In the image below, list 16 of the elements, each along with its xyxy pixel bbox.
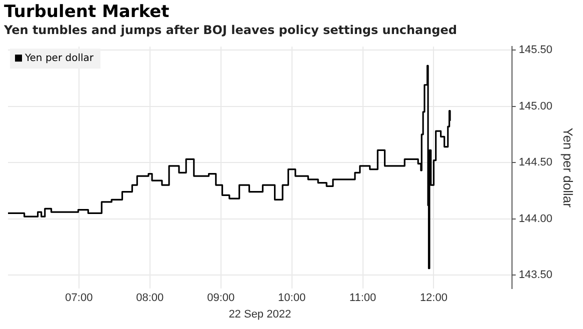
- chart-subtitle: Yen tumbles and jumps after BOJ leaves policy settings unchanged: [4, 23, 458, 37]
- y-tick-label: 143.50: [518, 269, 552, 282]
- chart-title: Turbulent Market: [4, 2, 170, 22]
- y-axis-title: Yen per dollar: [560, 128, 576, 208]
- x-tick-label: 07:00: [65, 292, 93, 304]
- x-tick-label: 09:00: [207, 292, 235, 304]
- x-tick-label: 12:00: [420, 292, 448, 304]
- x-tick-label: 10:00: [278, 292, 306, 304]
- y-tick-label: 144.50: [518, 156, 552, 169]
- legend-label: Yen per dollar: [24, 53, 94, 64]
- x-tick-label: 08:00: [136, 292, 164, 304]
- y-tick-label: 145.50: [518, 44, 552, 56]
- x-axis-title: 22 Sep 2022: [228, 308, 292, 320]
- y-tick-label: 144.00: [518, 212, 552, 225]
- x-tick-label: 11:00: [349, 292, 376, 304]
- y-tick-label: 145.00: [518, 100, 552, 112]
